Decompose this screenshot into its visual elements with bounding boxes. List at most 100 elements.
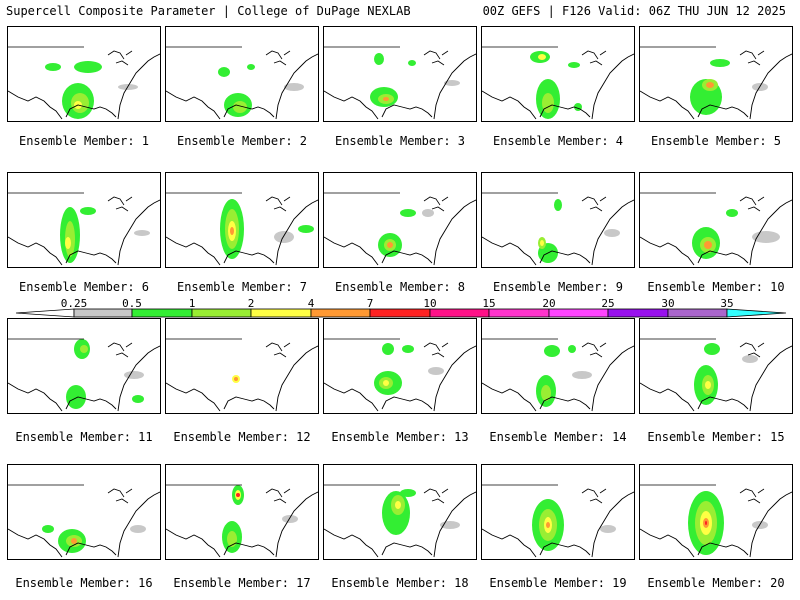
- color-scale-segment: [191, 308, 252, 318]
- great-lakes-outline: [423, 342, 449, 358]
- coastline: [640, 491, 792, 558]
- great-lakes-outline: [265, 488, 291, 504]
- coastline: [166, 53, 318, 120]
- scp-shaded-area: [247, 64, 255, 70]
- scp-shaded-area: [282, 515, 298, 523]
- panel-label: Ensemble Member: 17: [173, 576, 311, 590]
- coastline: [8, 199, 160, 266]
- panel-label: Ensemble Member: 6: [18, 280, 150, 294]
- panel-label: Ensemble Member: 20: [647, 576, 785, 590]
- scp-shaded-area: [444, 80, 460, 86]
- forecast-map: [8, 484, 160, 558]
- ensemble-panel-3: [323, 26, 477, 122]
- forecast-map: [8, 192, 160, 266]
- ensemble-panel-19: [481, 464, 635, 560]
- scp-shaded-area: [752, 231, 780, 243]
- color-scale-segment: [488, 308, 550, 318]
- coastline: [8, 53, 160, 120]
- forecast-map: [482, 484, 634, 558]
- panel-label: Ensemble Member: 10: [647, 280, 785, 294]
- coastline: [482, 491, 634, 558]
- forecast-map: [482, 338, 634, 412]
- panel-label: Ensemble Member: 5: [650, 134, 782, 148]
- color-scale-segment: [667, 308, 728, 318]
- great-lakes-outline: [107, 488, 133, 504]
- color-scale-tick: 0.25: [60, 297, 88, 310]
- scp-shaded-area: [568, 345, 576, 353]
- coastline: [166, 345, 318, 412]
- scp-shaded-area: [705, 381, 711, 389]
- ensemble-panel-20: [639, 464, 793, 560]
- ensemble-panel-11: [7, 318, 161, 414]
- scp-shaded-area: [387, 242, 393, 248]
- great-lakes-outline: [739, 50, 765, 66]
- coastline: [482, 199, 634, 266]
- scp-shaded-area: [134, 230, 150, 236]
- great-lakes-outline: [581, 196, 607, 212]
- panel-label: Ensemble Member: 4: [492, 134, 624, 148]
- scp-shaded-area: [400, 489, 416, 497]
- coastline: [640, 199, 792, 266]
- scp-shaded-area: [227, 531, 237, 547]
- panel-label: Ensemble Member: 18: [331, 576, 469, 590]
- great-lakes-outline: [581, 50, 607, 66]
- coastline: [324, 199, 476, 266]
- scp-shaded-area: [298, 225, 314, 233]
- forecast-map: [8, 338, 160, 412]
- color-scale-segment: [548, 308, 609, 318]
- panel-label: Ensemble Member: 15: [647, 430, 785, 444]
- forecast-map: [166, 46, 318, 120]
- scp-shaded-area: [742, 355, 758, 363]
- scp-shaded-area: [710, 59, 730, 67]
- ensemble-panel-7: [165, 172, 319, 268]
- great-lakes-outline: [739, 488, 765, 504]
- great-lakes-outline: [423, 50, 449, 66]
- ensemble-panel-12: [165, 318, 319, 414]
- color-scale-tick: 7: [366, 297, 374, 310]
- color-scale-segment: [250, 308, 312, 318]
- scp-shaded-area: [218, 67, 230, 77]
- scp-shaded-area: [706, 82, 714, 88]
- panel-label: Ensemble Member: 3: [334, 134, 466, 148]
- ensemble-panel-6: [7, 172, 161, 268]
- great-lakes-outline: [107, 196, 133, 212]
- scp-shaded-area: [382, 343, 394, 355]
- map-title: Supercell Composite Parameter | College …: [6, 4, 411, 18]
- scp-shaded-area: [80, 207, 96, 215]
- ensemble-panel-4: [481, 26, 635, 122]
- scp-shaded-area: [45, 63, 61, 71]
- coastline: [324, 345, 476, 412]
- scp-shaded-area: [132, 395, 144, 403]
- color-scale-bar: [15, 308, 787, 318]
- ensemble-panel-13: [323, 318, 477, 414]
- ensemble-panel-16: [7, 464, 161, 560]
- coastline: [8, 345, 160, 412]
- forecast-map: [324, 192, 476, 266]
- scp-shaded-area: [568, 62, 580, 68]
- ensemble-panel-17: [165, 464, 319, 560]
- color-scale-segment: [131, 308, 193, 318]
- scp-shaded-area: [42, 525, 54, 533]
- ensemble-panel-10: [639, 172, 793, 268]
- color-scale-tick: 1: [188, 297, 196, 310]
- scp-shaded-area: [440, 521, 460, 529]
- ensemble-panel-14: [481, 318, 635, 414]
- scp-shaded-area: [284, 83, 304, 91]
- scp-shaded-area: [124, 371, 144, 379]
- panel-label: Ensemble Member: 9: [492, 280, 624, 294]
- panel-label: Ensemble Member: 14: [489, 430, 627, 444]
- color-scale-tick: 2: [247, 297, 255, 310]
- panel-label: Ensemble Member: 16: [15, 576, 153, 590]
- scp-shaded-area: [383, 380, 389, 386]
- scp-shaded-area: [554, 199, 562, 211]
- color-scale-tick: 15: [482, 297, 496, 310]
- scp-shaded-area: [540, 240, 544, 246]
- scp-shaded-area: [233, 101, 247, 113]
- coastline: [482, 345, 634, 412]
- scp-shaded-area: [538, 54, 546, 60]
- color-scale-upper-arrow: [726, 308, 787, 318]
- coastline: [324, 53, 476, 120]
- coastline: [640, 345, 792, 412]
- scp-shaded-area: [544, 345, 560, 357]
- scp-shaded-area: [541, 385, 551, 401]
